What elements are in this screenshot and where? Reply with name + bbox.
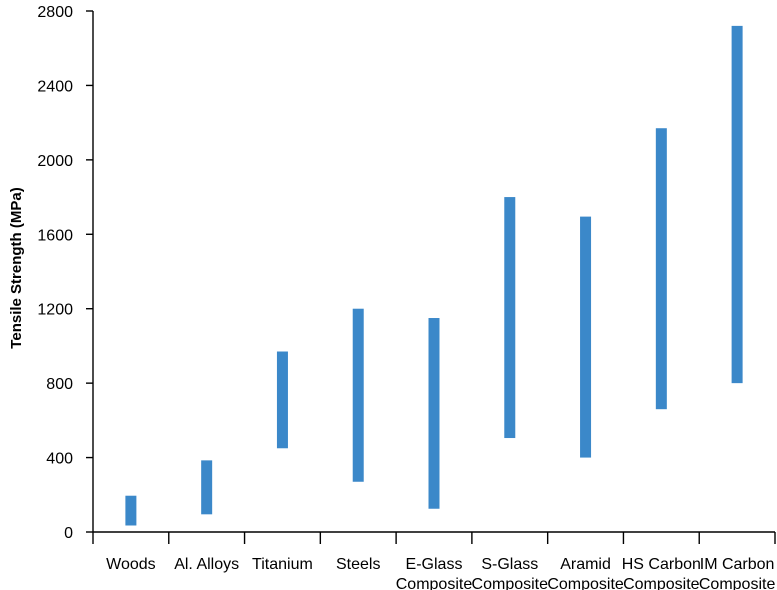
x-axis: Woods Al. Alloys Titanium Steels E-Glass Comp… bbox=[92, 531, 776, 590]
x-tick-label: IM Carbon Composite bbox=[699, 556, 776, 590]
y-axis: 0 400 800 1200 1600 2000 2400 2800 bbox=[37, 4, 94, 542]
range-bar bbox=[655, 128, 667, 410]
range-bar bbox=[276, 351, 288, 449]
range-bar bbox=[504, 197, 516, 439]
x-tick-label: E-Glass Composite bbox=[396, 556, 473, 590]
y-tick-label: 1200 bbox=[37, 302, 73, 319]
x-tick-label: Woods bbox=[106, 556, 156, 573]
range-bar bbox=[428, 318, 440, 509]
y-tick-label: 1600 bbox=[37, 227, 73, 244]
range-bar bbox=[352, 308, 364, 482]
range-bar bbox=[201, 460, 213, 515]
y-tick-label: 800 bbox=[46, 376, 73, 393]
x-tick-label: S-Glass Composite bbox=[472, 556, 549, 590]
y-axis-title: Tensile Strength (MPa) bbox=[8, 187, 25, 348]
range-bars bbox=[125, 25, 743, 526]
y-tick-label: 400 bbox=[46, 451, 73, 468]
x-tick-label: Aramid Composite bbox=[547, 556, 624, 590]
y-tick-label: 2000 bbox=[37, 153, 73, 170]
y-tick-label: 0 bbox=[64, 525, 73, 542]
x-tick-label: HS Carbon Composite bbox=[622, 556, 701, 590]
x-tick-label: Al. Alloys bbox=[174, 556, 239, 573]
range-bar bbox=[731, 25, 743, 384]
x-tick-label: Titanium bbox=[252, 556, 313, 573]
range-bar bbox=[580, 216, 592, 458]
range-bar bbox=[125, 495, 137, 526]
y-tick-label: 2800 bbox=[37, 4, 73, 21]
x-tick-label: Steels bbox=[336, 556, 380, 573]
y-tick-label: 2400 bbox=[37, 78, 73, 95]
